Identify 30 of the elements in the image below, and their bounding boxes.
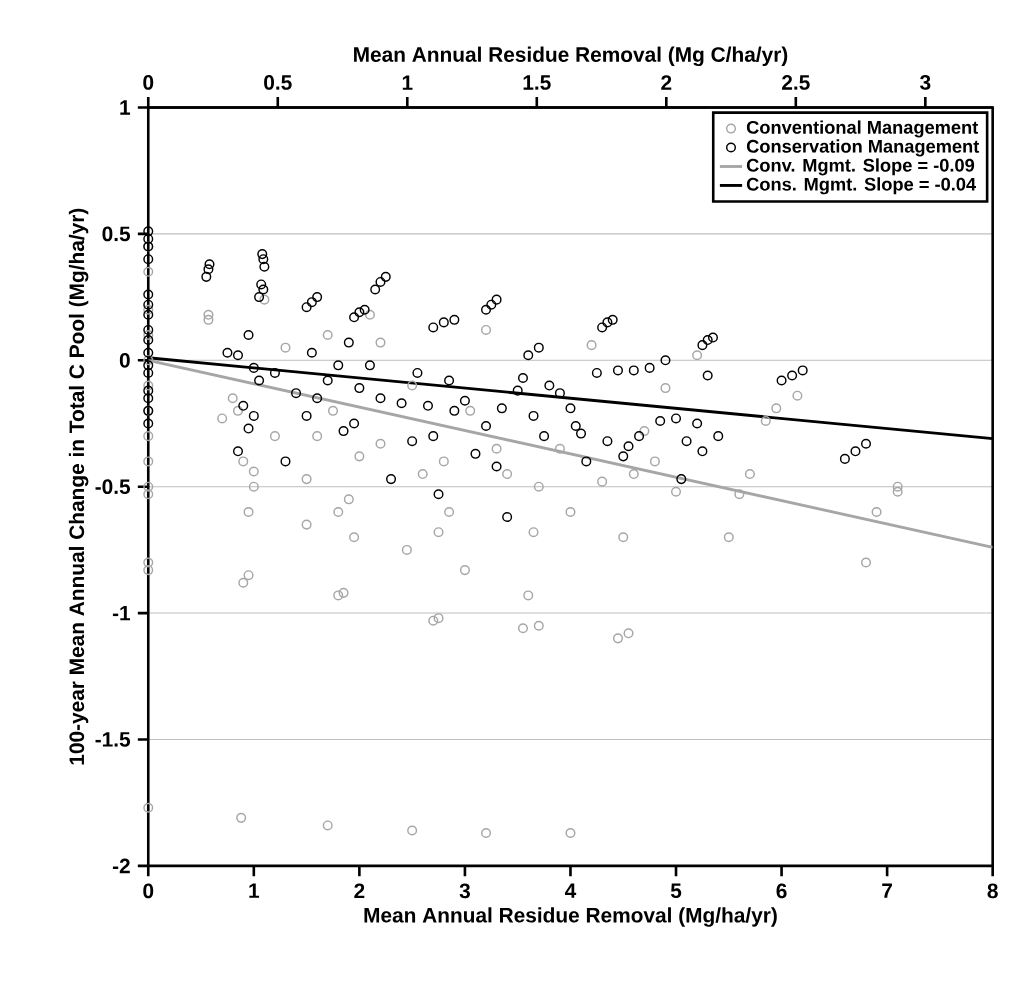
y-tick-label: -1 [112,605,131,621]
y-tick-label: 0 [119,352,130,368]
x2-tick-label: 2.5 [782,75,810,90]
x-tick-label: 8 [987,883,998,899]
x-tick-label: 0 [143,883,154,899]
legend-label: Conventional Management [746,120,979,138]
x-tick-label: 3 [459,883,470,899]
x2-tick-label: 0 [143,75,154,90]
x2-tick-label: 3 [920,74,931,90]
legend-label: Conv. Mgmt. Slope = -0.09 [746,158,975,176]
y-tick-label: 0.5 [102,226,131,242]
x2-axis-title: Mean Annual Residue Removal (Mg C/ha/yr) [354,46,788,67]
x2-tick-label: 1 [402,75,413,90]
y-tick-label: -1.5 [95,732,131,747]
x-tick-label: 1 [249,883,260,898]
y-tick-label: -0.5 [95,479,131,494]
y-tick-label: 1 [120,100,131,115]
y-tick-label: -2 [112,858,130,874]
x-axis-title: Mean Annual Residue Removal (Mg/ha/yr) [364,907,777,927]
legend-label: Cons. Mgmt. Slope = -0.04 [746,177,977,195]
x-tick-label: 4 [564,883,577,898]
x-tick-label: 5 [670,883,682,898]
x-tick-label: 2 [354,883,365,899]
x2-tick-label: 0.5 [264,75,292,90]
x-tick-label: 6 [776,883,787,899]
y-axis-title: 100-year Mean Annual Change in Total C Pool (Mg/ha/yr) [68,208,89,765]
x2-tick-label: 1.5 [523,75,551,90]
x-tick-label: 7 [882,883,892,898]
x2-tick-label: 2 [661,75,672,90]
legend-label: Conservation Management [746,139,980,157]
